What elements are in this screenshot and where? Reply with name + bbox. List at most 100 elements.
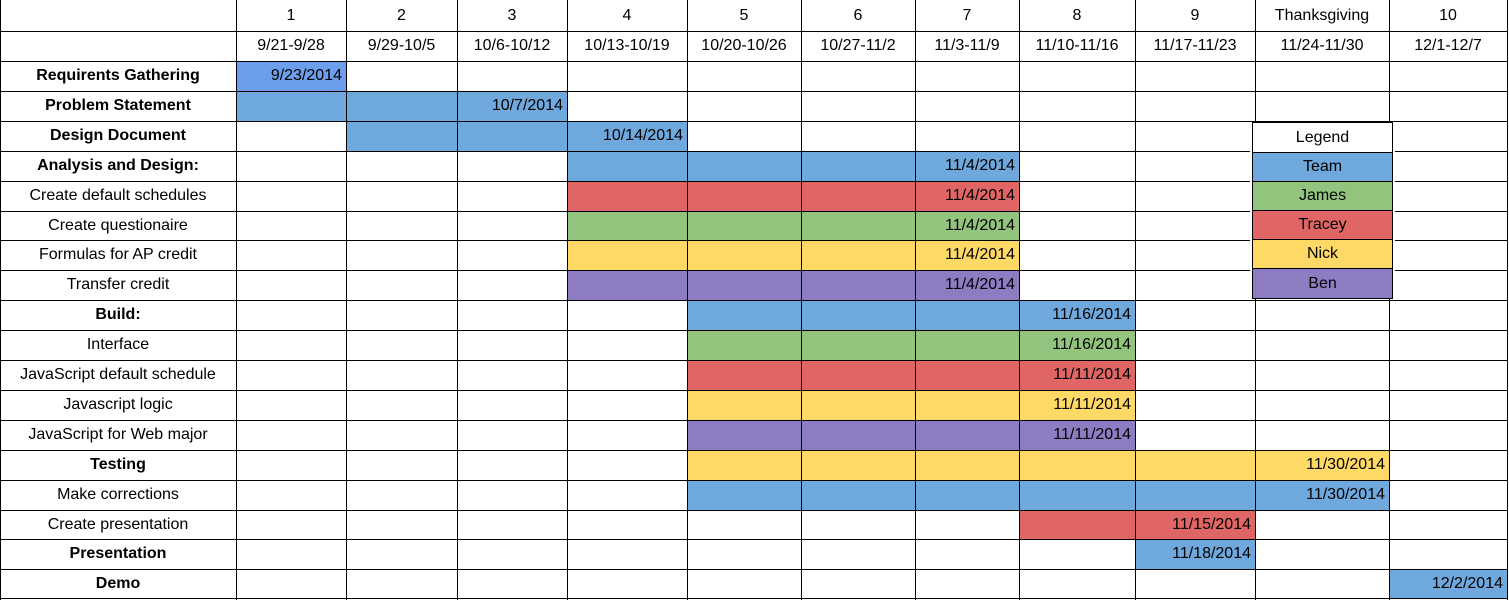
grid-row-line <box>0 31 1508 32</box>
task-bar-fill <box>1135 539 1255 569</box>
week-number-header: 1 <box>286 6 296 24</box>
grid-col-line <box>0 0 1 600</box>
task-name: Formulas for AP credit <box>39 246 197 263</box>
task-bar-fill <box>567 270 1019 300</box>
week-range-header: 11/24-11/30 <box>1280 37 1364 54</box>
task-due-date: 9/23/2014 <box>270 67 342 84</box>
legend-item-ben: Ben <box>1252 268 1393 299</box>
task-bar-fill <box>687 300 1135 330</box>
task-due-date: 11/11/2014 <box>1053 426 1131 443</box>
task-name: Analysis and Design: <box>37 157 199 174</box>
week-number-header: 4 <box>622 6 632 24</box>
task-bar-fill <box>346 121 687 151</box>
week-range-header: 11/3-11/9 <box>934 37 1000 54</box>
task-name: Transfer credit <box>66 276 170 293</box>
week-range-header: 11/10-11/16 <box>1035 37 1119 54</box>
week-number-header: 10 <box>1439 6 1457 24</box>
grid-row-line <box>0 360 1508 361</box>
grid-col-line <box>801 0 802 600</box>
week-range-header: 10/13-10/19 <box>584 37 670 54</box>
task-name: Demo <box>95 575 141 592</box>
task-bar-fill <box>687 480 1389 510</box>
task-bar-fill <box>687 330 1135 360</box>
week-number-header: 7 <box>962 6 972 24</box>
week-range-header: 9/29-10/5 <box>367 37 436 54</box>
task-due-date: 11/4/2014 <box>945 216 1015 234</box>
task-name: Build: <box>95 306 141 323</box>
grid-col-line <box>687 0 688 600</box>
grid-row-line <box>0 61 1508 62</box>
task-bar-fill <box>1019 510 1255 539</box>
task-bar-fill <box>567 151 1019 181</box>
task-due-date: 11/4/2014 <box>945 157 1015 174</box>
grid-row-line <box>0 240 1508 241</box>
task-due-date: 11/4/2014 <box>945 246 1015 263</box>
task-bar-fill <box>567 240 1019 270</box>
week-number-header: 6 <box>853 6 863 24</box>
grid-row-line <box>0 151 1508 152</box>
task-name: Javascript logic <box>63 396 173 413</box>
task-name: Interface <box>86 336 150 353</box>
grid-row-line <box>0 390 1508 391</box>
grid-row-line <box>0 598 1508 599</box>
grid-col-line <box>346 0 347 600</box>
task-name: Requirents Gathering <box>36 67 200 84</box>
task-due-date: 11/11/2014 <box>1053 366 1131 383</box>
grid-row-line <box>0 569 1508 570</box>
week-range-header: 10/27-11/2 <box>820 37 896 54</box>
week-number-header: 2 <box>397 6 406 24</box>
grid-col-line <box>915 0 916 600</box>
legend-item-tracey: Tracey <box>1252 210 1393 240</box>
grid-col-line <box>1135 0 1136 600</box>
task-due-date: 11/4/2014 <box>945 187 1015 204</box>
grid-row-line <box>0 510 1508 511</box>
task-bar-fill <box>236 61 346 91</box>
task-bar-fill <box>687 390 1135 420</box>
legend-item-nick: Nick <box>1252 239 1393 269</box>
task-due-date: 11/30/2014 <box>1306 456 1385 473</box>
legend-title: Legend <box>1252 122 1393 153</box>
task-due-date: 11/16/2014 <box>1052 306 1131 323</box>
grid-col-line <box>236 0 237 600</box>
task-bar-fill <box>687 450 1389 480</box>
task-bar-fill <box>236 91 567 121</box>
grid-col-line <box>1389 0 1390 600</box>
grid-row-line <box>0 0 1508 1</box>
task-name: Make corrections <box>57 486 179 503</box>
task-name: Design Document <box>49 127 186 144</box>
task-bar-fill <box>1389 569 1507 599</box>
task-name: JavaScript default schedule <box>20 366 216 383</box>
task-name: Testing <box>90 456 146 473</box>
legend-item-team: Team <box>1252 152 1393 182</box>
task-name: Create questionaire <box>48 216 188 234</box>
week-range-header: 10/6-10/12 <box>473 37 551 54</box>
week-number-header: Thanksgiving <box>1274 6 1370 24</box>
grid-row-line <box>0 270 1508 271</box>
legend-item-james: James <box>1252 181 1393 211</box>
task-bar-fill <box>567 211 1019 240</box>
grid-row-line <box>0 330 1508 331</box>
task-due-date: 12/2/2014 <box>1431 575 1503 592</box>
task-name: Presentation <box>69 545 167 562</box>
task-due-date: 10/14/2014 <box>602 127 683 144</box>
week-number-header: 3 <box>507 6 517 24</box>
week-range-header: 10/20-10/26 <box>701 37 787 54</box>
grid-row-line <box>0 91 1508 92</box>
task-name: Create default schedules <box>29 187 207 204</box>
task-bar-fill <box>687 420 1135 450</box>
week-range-header: 11/17-11/23 <box>1153 37 1237 54</box>
grid-row-line <box>0 450 1508 451</box>
task-due-date: 11/16/2014 <box>1052 336 1131 353</box>
task-name: Problem Statement <box>45 97 191 114</box>
grid-col-line <box>457 0 458 600</box>
grid-row-line <box>0 211 1508 212</box>
task-due-date: 11/15/2014 <box>1172 515 1251 533</box>
task-name: Create presentation <box>47 515 189 533</box>
grid-col-line <box>1255 0 1256 600</box>
grid-row-line <box>0 420 1508 421</box>
week-range-header: 9/21-9/28 <box>257 37 325 54</box>
grid-row-line <box>0 121 1508 122</box>
week-number-header: 9 <box>1190 6 1200 24</box>
grid-row-line <box>0 480 1508 481</box>
